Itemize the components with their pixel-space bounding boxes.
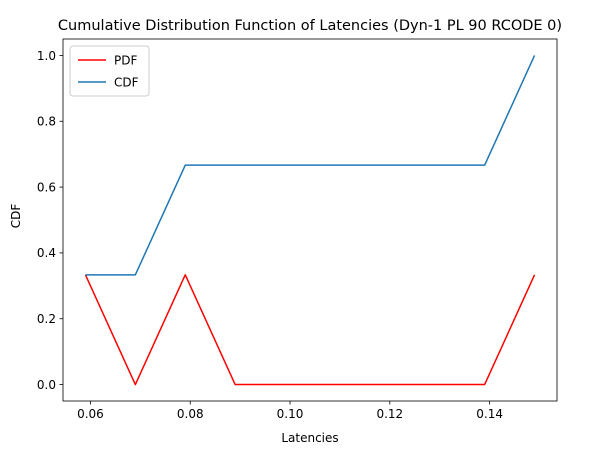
- x-tick-label: 0.12: [376, 407, 403, 421]
- chart-title: Cumulative Distribution Function of Late…: [58, 18, 562, 34]
- x-axis-label: Latencies: [281, 431, 338, 445]
- legend-label-pdf: PDF: [114, 53, 137, 67]
- x-tick-label: 0.10: [277, 407, 304, 421]
- y-tick-label: 0.2: [37, 312, 56, 326]
- legend-box: [69, 45, 150, 97]
- x-tick-label: 0.08: [177, 407, 204, 421]
- y-tick-label: 0.0: [37, 378, 56, 392]
- legend-label-cdf: CDF: [114, 75, 139, 89]
- plot-frame: [62, 38, 558, 402]
- x-tick-label: 0.06: [77, 407, 104, 421]
- y-tick-label: 0.8: [37, 115, 56, 129]
- x-axis: 0.06 0.08 0.10 0.12 0.14: [77, 401, 503, 421]
- legend: PDF CDF: [69, 45, 150, 97]
- y-axis: 0.0 0.2 0.4 0.6 0.8 1.0: [37, 49, 63, 392]
- y-tick-label: 0.6: [37, 180, 56, 194]
- y-axis-label: CDF: [9, 204, 23, 229]
- series-line-cdf: [85, 55, 536, 276]
- series-line-pdf: [84, 274, 536, 386]
- x-tick-label: 0.14: [476, 407, 503, 421]
- y-tick-label: 0.4: [37, 246, 56, 260]
- y-tick-label: 1.0: [37, 49, 56, 63]
- plot-lines: [84, 55, 536, 386]
